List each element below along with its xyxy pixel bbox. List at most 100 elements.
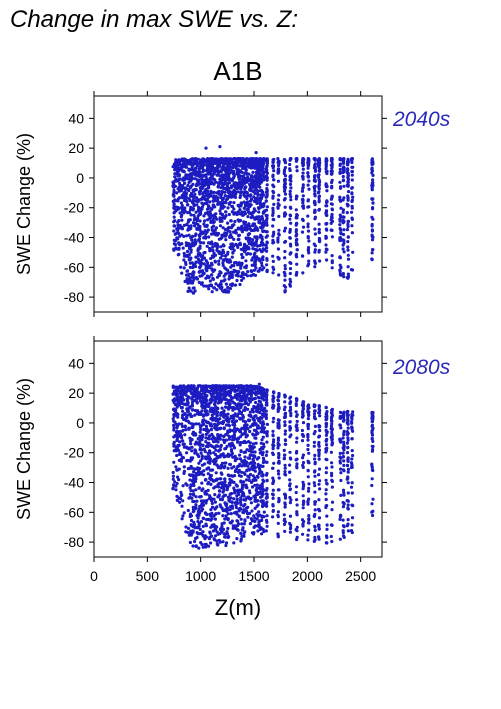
scatter-point: [216, 466, 220, 470]
scatter-point: [300, 403, 304, 407]
scatter-point: [317, 457, 321, 461]
scatter-point: [171, 199, 175, 203]
scatter-point: [307, 262, 311, 266]
scatter-point: [188, 459, 192, 463]
scatter-point: [301, 456, 305, 460]
scatter-point: [248, 418, 252, 422]
scatter-point: [219, 481, 223, 485]
scatter-point: [190, 200, 194, 204]
scatter-point: [242, 200, 246, 204]
scatter-point: [350, 268, 355, 272]
scatter-point: [213, 170, 217, 174]
scatter-point: [236, 274, 240, 278]
scatter-point: [324, 471, 328, 475]
scatter-point: [202, 271, 206, 276]
scatter-point: [289, 526, 293, 530]
scatter-point: [198, 251, 202, 256]
scatter-point: [173, 178, 177, 183]
scatter-point: [288, 401, 292, 405]
scatter-point: [346, 481, 350, 485]
scatter-point: [289, 175, 293, 179]
scatter-point: [276, 198, 280, 202]
scatter-point: [203, 492, 207, 496]
scatter-point: [209, 478, 213, 482]
scatter-point: [271, 476, 275, 480]
scatter-point: [198, 384, 202, 388]
scatter-point: [370, 187, 374, 191]
scatter-point: [180, 416, 184, 420]
scatter-point: [232, 264, 236, 268]
scatter-point: [237, 180, 241, 184]
scatter-point: [243, 455, 247, 459]
scatter-point: [175, 437, 179, 441]
scatter-point: [180, 205, 184, 209]
scatter-point: [218, 177, 222, 181]
scatter-point: [239, 157, 243, 161]
scatter-point: [247, 242, 251, 246]
scatter-point: [214, 426, 218, 430]
scatter-point: [197, 209, 201, 213]
scatter-point: [317, 411, 322, 415]
scatter-point: [237, 464, 241, 468]
scatter-point: [226, 429, 230, 433]
scatter-point: [216, 543, 220, 547]
scatter-point: [208, 264, 212, 268]
scatter-point: [277, 233, 281, 237]
scatter-point: [186, 281, 190, 285]
scatter-point: [216, 444, 220, 448]
scatter-point: [313, 490, 317, 494]
scatter-point: [351, 195, 355, 199]
scatter-point: [371, 497, 375, 501]
scatter-point: [313, 457, 317, 461]
scatter-point: [276, 521, 280, 526]
scatter-point: [228, 462, 232, 466]
scatter-point: [223, 227, 227, 231]
scatter-point: [247, 202, 251, 207]
scatter-point: [192, 189, 196, 193]
scatter-point: [202, 469, 206, 473]
scatter-point: [256, 189, 260, 193]
scatter-point: [197, 454, 201, 459]
scatter-point: [271, 160, 275, 164]
scatter-point: [188, 540, 192, 545]
scatter-point: [223, 194, 227, 198]
scatter-point: [330, 254, 334, 258]
scatter-point: [338, 517, 342, 522]
scatter-point: [203, 224, 207, 228]
scatter-point: [341, 455, 345, 459]
scatter-point: [208, 279, 212, 283]
scatter-point: [301, 506, 305, 510]
scatter-point: [206, 189, 210, 193]
scatter-point: [276, 179, 280, 183]
scatter-point: [222, 182, 226, 186]
scatter-point: [200, 158, 204, 162]
scatter-point: [202, 174, 207, 178]
scatter-point: [330, 471, 334, 475]
scatter-point: [351, 250, 355, 254]
scatter-point: [265, 263, 269, 267]
scatter-point: [295, 169, 299, 173]
scatter-point: [242, 206, 246, 210]
scatter-point: [213, 493, 217, 497]
scatter-point: [210, 432, 214, 436]
scatter-point: [247, 489, 252, 493]
scatter-point: [260, 484, 264, 488]
scatter-point: [207, 186, 211, 190]
scatter-point: [295, 462, 299, 466]
scatter-point: [260, 215, 264, 219]
scatter-point: [200, 207, 204, 211]
scatter-point: [306, 417, 310, 421]
scatter-point: [209, 541, 213, 545]
scatter-point: [217, 511, 221, 515]
scatter-point: [341, 505, 345, 509]
scatter-point: [265, 471, 269, 476]
scatter-point: [243, 210, 247, 214]
scatter-point: [257, 215, 261, 219]
scatter-point: [228, 235, 232, 239]
scatter-point: [239, 266, 243, 270]
scatter-point: [289, 251, 293, 255]
y-tick-label: -80: [64, 289, 84, 305]
scatter-point: [330, 465, 334, 469]
scatter-point: [204, 211, 208, 215]
scatter-point: [232, 497, 236, 501]
